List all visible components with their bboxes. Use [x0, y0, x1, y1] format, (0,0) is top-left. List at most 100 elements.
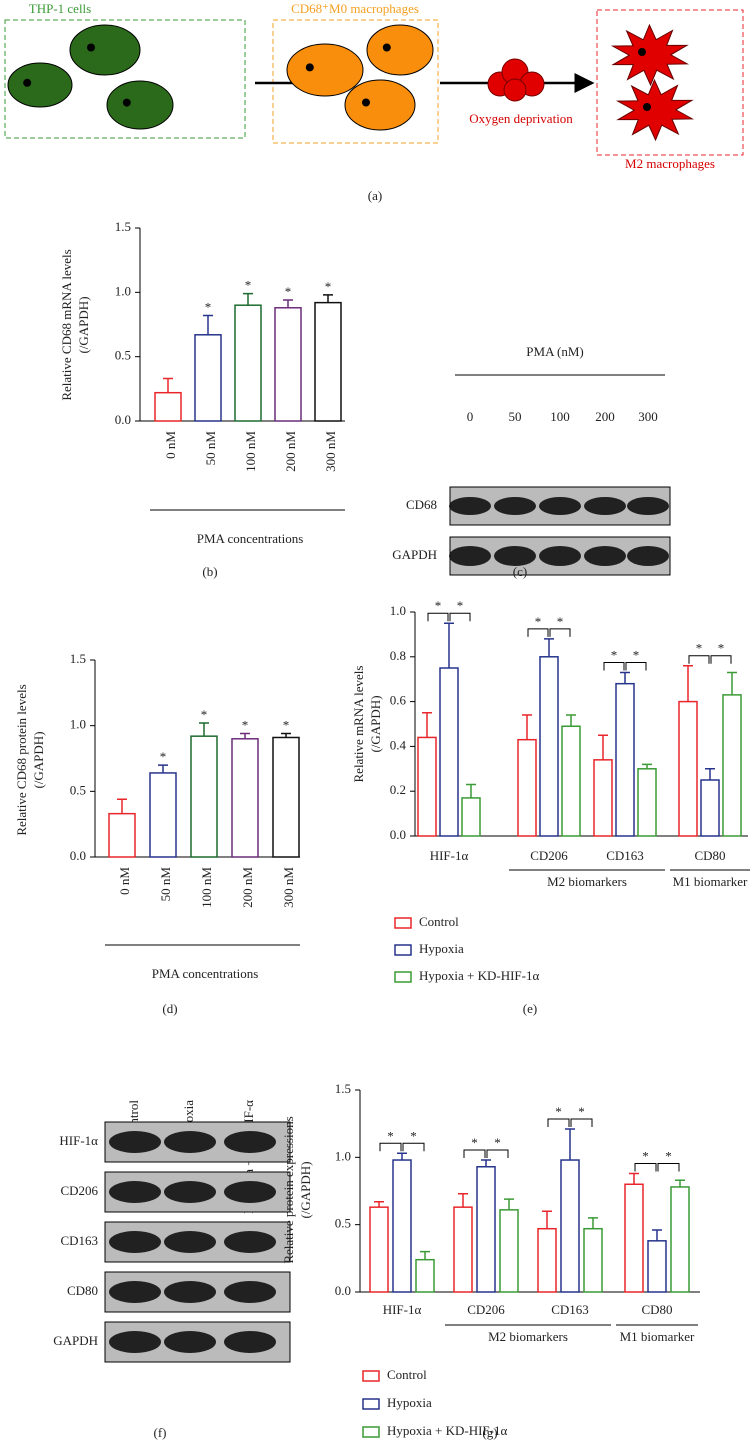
legend-label: Hypoxia + KD-HIF-1α	[387, 1423, 507, 1438]
lane-label: 0	[467, 409, 474, 424]
error-bar	[240, 732, 250, 739]
bar	[593, 759, 613, 837]
legend-label: Control	[387, 1367, 427, 1382]
panel-label: (c)	[513, 564, 527, 579]
significance: *	[245, 278, 252, 293]
bar	[369, 1206, 389, 1293]
x-tick-label: 300 nM	[323, 431, 338, 472]
significance: *	[578, 1104, 585, 1119]
x-tick-label: 0 nM	[117, 867, 132, 895]
x-tick-label: 50 nM	[203, 431, 218, 466]
x-tick-label: CD163	[606, 848, 644, 863]
nucleus	[643, 103, 651, 111]
error-bar	[444, 622, 454, 668]
error-bar	[458, 1192, 468, 1208]
nucleus	[382, 43, 391, 52]
bar	[194, 334, 222, 422]
bracket	[527, 628, 549, 637]
y-tick-label: 0.6	[390, 693, 407, 708]
error-bar	[199, 722, 209, 737]
bracket	[402, 1142, 425, 1152]
panel-label: (f)	[154, 1425, 167, 1440]
bracket	[486, 1149, 509, 1159]
panel-label: (e)	[523, 1001, 537, 1016]
box-title: M2 macrophages	[625, 156, 715, 171]
error-bar	[727, 671, 737, 695]
bar	[231, 738, 259, 858]
bar	[678, 700, 698, 837]
bracket	[547, 1118, 570, 1128]
x-tick-label: HIF-1α	[383, 1302, 422, 1317]
bar	[314, 301, 342, 422]
y-axis-label: Relative mRNA levels	[351, 666, 366, 783]
error-bar	[566, 714, 576, 727]
x-axis-label: PMA concentrations	[197, 531, 304, 546]
significance: *	[201, 707, 208, 722]
bracket	[625, 661, 647, 671]
x-tick-label: CD80	[641, 1302, 672, 1317]
significance: *	[410, 1128, 417, 1143]
bar	[560, 1159, 580, 1293]
band	[539, 546, 581, 566]
significance: *	[435, 598, 442, 613]
legend-label: Hypoxia	[419, 941, 464, 956]
band	[584, 497, 626, 515]
x-tick-label: 200 nM	[283, 431, 298, 472]
panel-label: (a)	[368, 188, 382, 203]
band	[164, 1281, 216, 1303]
lane-label: 100	[550, 409, 570, 424]
significance: *	[387, 1128, 394, 1143]
y-tick-label: 0.0	[115, 412, 131, 427]
error-bar	[598, 734, 608, 760]
y-tick-label: 0.8	[390, 648, 406, 663]
bar	[154, 391, 182, 422]
band	[164, 1331, 216, 1353]
y-axis-label: (/GAPDH)	[31, 731, 46, 788]
band	[109, 1131, 161, 1153]
error-bar	[544, 638, 554, 657]
significance: *	[285, 284, 292, 299]
significance: *	[633, 647, 640, 662]
y-tick-label: 0.5	[70, 782, 86, 797]
cell	[106, 80, 174, 130]
y-axis-label: Relative protein expressions	[281, 1116, 296, 1263]
bar	[272, 736, 300, 858]
bracket	[427, 612, 449, 622]
y-tick-label: 0.5	[335, 1216, 351, 1231]
error-bar	[420, 1250, 430, 1260]
bar	[415, 1258, 435, 1293]
row-label: CD206	[60, 1183, 98, 1198]
cell	[366, 24, 434, 76]
x-axis-label: PMA concentrations	[152, 966, 259, 981]
significance: *	[665, 1148, 672, 1163]
bar	[583, 1227, 603, 1293]
row-label: CD80	[67, 1283, 98, 1298]
band	[224, 1331, 276, 1353]
band	[449, 546, 491, 566]
x-tick-label: CD206	[467, 1302, 505, 1317]
bar	[499, 1209, 519, 1293]
significance: *	[555, 1104, 562, 1119]
band	[584, 546, 626, 566]
significance: *	[611, 647, 618, 662]
bar	[637, 768, 657, 837]
bar	[274, 307, 302, 422]
m2-cell	[615, 78, 695, 142]
error-bar	[504, 1198, 514, 1210]
error-bar	[243, 292, 253, 306]
nucleus	[122, 98, 131, 107]
row-label: GAPDH	[392, 547, 437, 562]
significance: *	[283, 718, 290, 733]
error-bar	[642, 763, 652, 769]
significance: *	[325, 279, 332, 294]
group-label: M2 biomarkers	[547, 874, 627, 889]
lane-label: 200	[595, 409, 615, 424]
bar	[700, 779, 720, 837]
error-bar	[620, 671, 630, 684]
bar	[517, 738, 537, 837]
bracket	[379, 1142, 402, 1152]
nucleus	[362, 98, 370, 107]
significance: *	[557, 614, 564, 629]
y-tick-label: 1.5	[115, 219, 131, 234]
y-axis-label: (/GAPDH)	[76, 296, 91, 353]
